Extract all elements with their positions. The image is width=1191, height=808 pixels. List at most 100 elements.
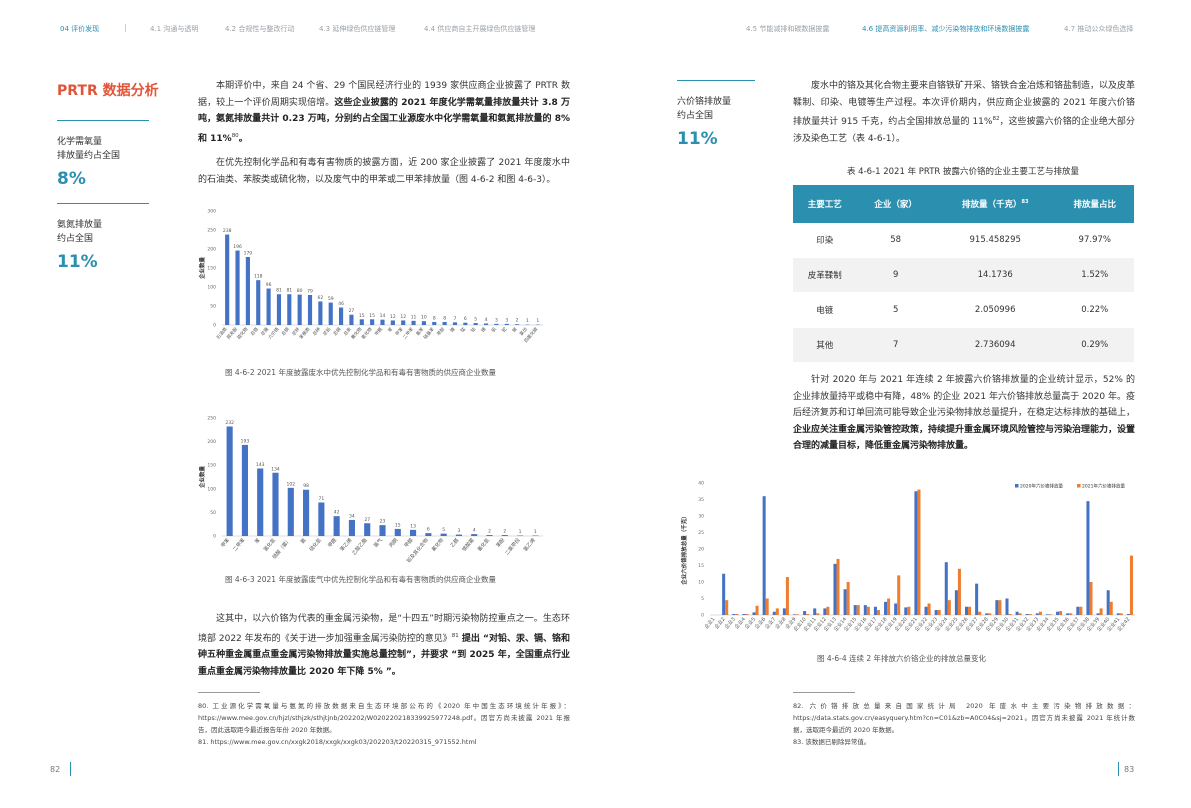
header-cell: 排放量占比 bbox=[1055, 185, 1134, 223]
table-row: 皮革鞣制 9 14.1736 1.52% bbox=[793, 257, 1134, 293]
bar bbox=[1028, 614, 1032, 615]
page-marker bbox=[1118, 762, 1119, 776]
bar bbox=[349, 314, 354, 325]
data-label: 3 bbox=[457, 528, 460, 534]
x-tick-label: 二甲苯 bbox=[231, 537, 246, 553]
y-tick-label: 250 bbox=[207, 416, 216, 422]
bar bbox=[927, 603, 931, 615]
nav-item: 4.3 延伸绿色供应链管理 bbox=[319, 25, 396, 33]
bar bbox=[287, 294, 292, 325]
text-run: 在优先控制化学品和有毒有害物质的披露方面，近 200 家企业披露了 2021 年… bbox=[198, 158, 570, 185]
text-run: 本期评价中，来自 24 个省、29 个国民经济行业的 1939 家供应商企业披露… bbox=[198, 81, 570, 108]
bar bbox=[887, 598, 891, 615]
bar bbox=[241, 444, 248, 536]
bar bbox=[934, 610, 938, 615]
bar bbox=[297, 294, 302, 325]
chart: 050100150200250企业数量甲苯 二甲苯苯氯化氢硫酸（雾）氨硫化氢 甲醛苯… bbox=[198, 416, 543, 564]
x-tick-label: 氯化氢 bbox=[262, 537, 277, 553]
bar bbox=[1109, 601, 1113, 615]
bar bbox=[411, 320, 416, 325]
text-right-mid: 针对 2020 年与 2021 年连续 2 年披露六价铬排放量的企业统计显示，5… bbox=[793, 372, 1135, 463]
stat-label-line: 约占全国 bbox=[57, 234, 94, 244]
bar bbox=[722, 573, 726, 615]
table: 主要工艺 企业（家） 排放量（千克）83 排放量占比 印染 58 915.458295 97.… bbox=[793, 185, 1134, 363]
stats-left: 化学需氧量 排放量约占全国 8% 氨氮排放量 约占全国 11% bbox=[57, 120, 149, 286]
y-axis-label: 企业数量 bbox=[198, 466, 206, 490]
x-tick-label: 苯 bbox=[253, 537, 262, 545]
data-label: 71 bbox=[318, 496, 324, 502]
data-label: 34 bbox=[349, 513, 355, 519]
data-label: 8 bbox=[443, 315, 446, 321]
data-label: 3 bbox=[495, 317, 498, 323]
footnote: 80. 工业源化学需氧量与氨氮的排放数据来自生态环境部公布的《2020 年中国生… bbox=[198, 702, 570, 734]
data-label: 59 bbox=[328, 296, 334, 302]
y-tick-label: 50 bbox=[210, 304, 216, 310]
data-label: 11 bbox=[411, 314, 417, 320]
x-tick-label: 镍 bbox=[448, 325, 457, 333]
x-tick-label: 硝基苯 bbox=[422, 325, 436, 340]
data-label: 179 bbox=[244, 250, 253, 256]
x-tick-label: 氰化物 bbox=[360, 325, 374, 340]
footnote: 81. https://www.mee.gov.cn/xxgk2018/xxgk… bbox=[198, 738, 477, 746]
data-label: 232 bbox=[225, 420, 234, 426]
data-label: 80 bbox=[297, 288, 303, 294]
x-tick-label: 氟化物 bbox=[430, 537, 445, 553]
stat-label: 化学需氧量 排放量约占全国 bbox=[57, 135, 149, 163]
x-tick-label: 氰化氢 bbox=[476, 537, 491, 553]
bar bbox=[843, 589, 847, 615]
text-right: 废水中的铬及其化合物主要来自铬铁矿开采、铬铁合金冶炼和铬盐制造，以及皮革鞣制、印… bbox=[793, 78, 1135, 155]
page-marker bbox=[70, 762, 71, 776]
bar bbox=[339, 307, 344, 325]
bar bbox=[884, 601, 888, 615]
legend-swatch bbox=[1015, 484, 1019, 488]
data-label: 2 bbox=[488, 529, 491, 535]
data-label: 12 bbox=[400, 314, 406, 320]
caption: 图 4-6-3 2021 年度披露废气中优先控制化学品和有毒有害物质的供应商企业… bbox=[225, 575, 496, 584]
bar bbox=[473, 323, 478, 325]
stat-value: 11% bbox=[57, 252, 98, 272]
bar bbox=[866, 606, 870, 615]
x-tick-label: 氯仿 bbox=[518, 325, 529, 337]
bar bbox=[1005, 598, 1009, 615]
stat-rule bbox=[57, 120, 149, 121]
y-tick-label: 25 bbox=[698, 530, 704, 536]
data-label: 98 bbox=[303, 483, 309, 489]
header-text: 主要工艺 bbox=[807, 200, 842, 210]
data-label: 14 bbox=[380, 313, 386, 319]
bar bbox=[998, 600, 1002, 615]
bar bbox=[1079, 606, 1083, 615]
y-axis-label: 企业六价铬排放总量（千克） bbox=[680, 513, 688, 586]
table-cell: 5 bbox=[856, 292, 935, 328]
x-tick-label: 硫化氢 bbox=[308, 537, 323, 553]
x-tick-label: 铬酸雾 bbox=[461, 537, 476, 553]
data-label: 3 bbox=[505, 317, 508, 323]
bar bbox=[1116, 613, 1120, 615]
bar bbox=[307, 294, 313, 325]
data-label: 6 bbox=[464, 316, 467, 322]
table-cell: 0.29% bbox=[1055, 327, 1134, 363]
y-tick-label: 5 bbox=[701, 596, 704, 602]
x-tick-label: 丙酮 bbox=[388, 537, 399, 549]
bar bbox=[318, 502, 325, 536]
bar bbox=[782, 608, 786, 615]
bar bbox=[370, 319, 375, 325]
bar bbox=[256, 280, 261, 325]
bar bbox=[455, 534, 462, 536]
legend-swatch bbox=[1077, 484, 1081, 488]
x-tick-label: 铊 bbox=[500, 325, 509, 333]
data-label: 6 bbox=[427, 527, 430, 533]
x-tick-label: 总铜 bbox=[280, 325, 291, 337]
bar bbox=[410, 529, 417, 536]
table-cell: 7 bbox=[856, 327, 935, 363]
text-run: 提出 “对铅、汞、镉、铬和砷五种重金属重点重金属污染物排放量实施总量控制”，并要… bbox=[198, 633, 570, 677]
paragraph: 本期评价中，来自 24 个省、29 个国民经济行业的 1939 家供应商企业披露… bbox=[198, 78, 570, 147]
table-cell: 2.736094 bbox=[934, 327, 1056, 363]
bar bbox=[975, 583, 979, 615]
page-number: 82 bbox=[50, 765, 61, 774]
text-run: 企业应关注重金属污染管控政策，持续提升重金属环境风险管控与污染治理能力，设置合理… bbox=[793, 424, 1136, 452]
bar bbox=[894, 603, 898, 615]
x-tick-label: 氨 bbox=[299, 537, 308, 545]
bar bbox=[494, 323, 499, 325]
table-cell: 0.22% bbox=[1055, 292, 1134, 328]
